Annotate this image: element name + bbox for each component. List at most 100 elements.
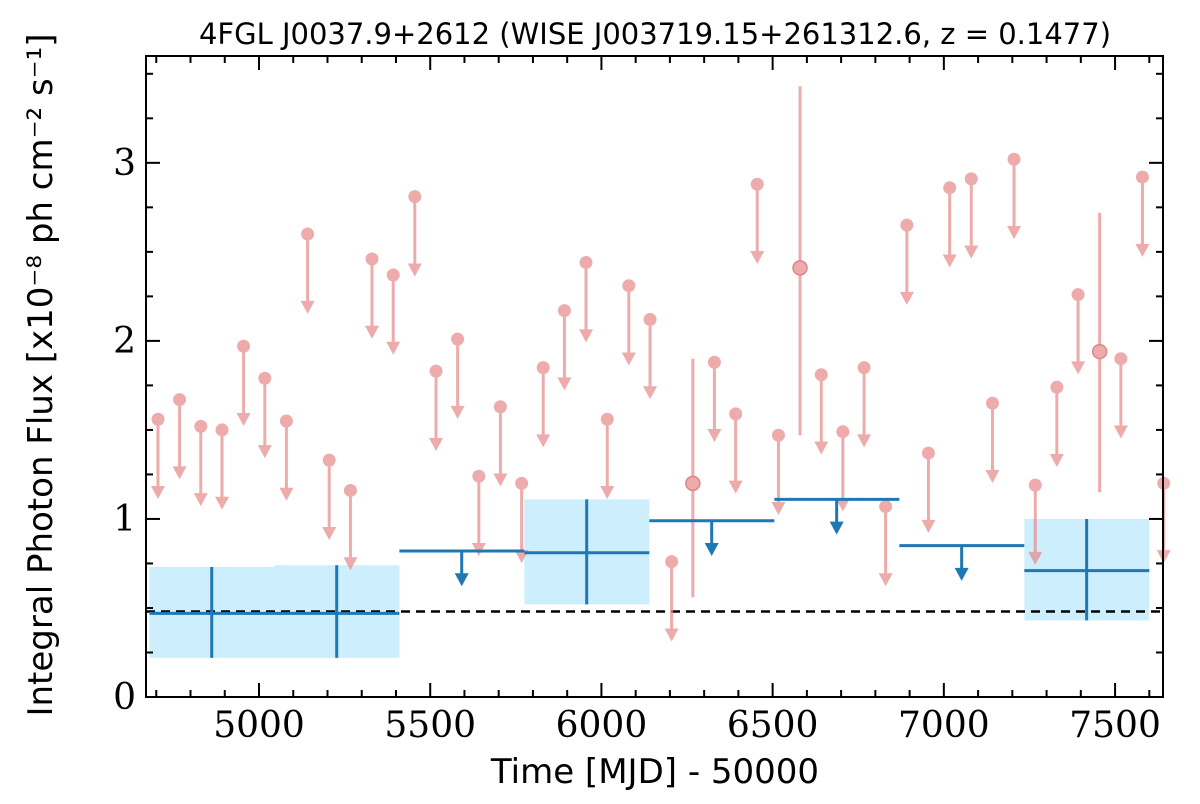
upper-limit-arrow-head xyxy=(600,486,615,500)
short-bin-upper-limit xyxy=(985,396,1000,483)
x-tick-label: 7500 xyxy=(1069,705,1161,746)
short-bin-detection xyxy=(1091,212,1108,493)
short-bin-upper-limit xyxy=(215,423,230,510)
short-bin-marker xyxy=(879,499,893,513)
long-bin-upper-limit-head xyxy=(704,542,719,556)
short-bin-upper-limit xyxy=(150,412,165,500)
short-bin-marker xyxy=(301,227,315,241)
y-tick-label: 3 xyxy=(113,143,136,184)
short-bin-marker xyxy=(279,414,293,428)
short-bin-upper-limit xyxy=(664,555,679,642)
short-bin-marker xyxy=(665,555,679,569)
upper-limit-arrow-head xyxy=(1071,361,1086,375)
upper-limit-arrow-head xyxy=(172,466,187,480)
long-bin-upper-limit-head xyxy=(454,573,469,587)
short-bin-upper-limit xyxy=(471,469,486,556)
short-bin-upper-limit xyxy=(1028,478,1043,565)
long-bin-bands xyxy=(149,499,1150,658)
short-bin-marker xyxy=(836,425,850,439)
upper-limit-arrow-head xyxy=(1113,425,1128,439)
short-bin-marker xyxy=(237,339,251,353)
short-bin-detection-marker xyxy=(685,475,701,492)
upper-limit-arrow-head xyxy=(750,250,765,264)
short-bin-marker xyxy=(1135,170,1149,184)
short-bin-upper-limit xyxy=(771,428,786,516)
short-bin-marker xyxy=(386,268,400,282)
upper-limit-arrow-head xyxy=(257,445,272,459)
upper-limit-arrow-head xyxy=(814,441,829,455)
short-bin-marker xyxy=(857,361,871,375)
upper-limit-arrow-head xyxy=(450,405,465,419)
short-bin-upper-limit xyxy=(386,268,401,355)
upper-limit-arrow-head xyxy=(386,341,401,355)
upper-limit-arrow-head xyxy=(150,486,165,500)
y-tick-label: 2 xyxy=(113,321,136,362)
upper-limit-arrow-head xyxy=(193,493,208,507)
short-bin-upper-limit xyxy=(728,407,743,494)
upper-limit-arrow-head xyxy=(664,628,679,642)
short-bin-marker xyxy=(1007,152,1021,166)
short-bin-upper-limit xyxy=(750,177,765,264)
upper-limit-arrow-head xyxy=(407,263,422,277)
short-bin-upper-limit xyxy=(300,227,315,314)
chart-title: 4FGL J0037.9+2612 (WISE J003719.15+26131… xyxy=(199,17,1111,51)
long-bin-upper-limit-head xyxy=(954,567,969,581)
upper-limit-arrow-head xyxy=(1028,551,1043,565)
long-bin-upper-limit-head xyxy=(829,521,844,535)
short-bin-upper-limit xyxy=(1071,288,1086,375)
plot-frame xyxy=(145,55,1164,698)
short-bin-marker xyxy=(600,412,614,426)
upper-limit-arrow-head xyxy=(429,437,444,451)
short-bin-marker xyxy=(493,400,507,414)
short-bin-marker xyxy=(1114,352,1128,366)
short-bin-upper-limit xyxy=(899,218,914,305)
short-bin-marker xyxy=(322,453,336,467)
upper-limit-arrow-head xyxy=(536,434,551,448)
upper-limit-arrow-head xyxy=(343,557,358,571)
upper-limit-arrow-head xyxy=(857,434,872,448)
short-bin-detection-marker xyxy=(1091,343,1108,360)
short-bin-marker xyxy=(707,355,721,369)
tick-marks xyxy=(146,56,1163,698)
upper-limit-arrow-head xyxy=(707,429,722,443)
short-bin-upper-limit xyxy=(942,181,957,268)
x-axis-label: Time [MJD] - 50000 xyxy=(490,752,819,792)
short-bin-upper-limit xyxy=(857,361,872,448)
short-bin-marker xyxy=(215,423,229,437)
short-bin-series xyxy=(150,86,1171,642)
short-bin-upper-limit xyxy=(579,256,594,343)
short-bin-marker xyxy=(750,177,764,191)
short-bin-marker xyxy=(729,407,743,421)
short-bin-upper-limit xyxy=(878,499,893,587)
short-bin-marker xyxy=(472,469,486,483)
short-bin-upper-limit xyxy=(493,400,508,487)
short-bin-marker xyxy=(343,483,357,497)
short-bin-detection-marker xyxy=(792,260,808,276)
short-bin-upper-limit xyxy=(279,414,294,501)
short-bin-upper-limit xyxy=(621,279,636,366)
short-bin-upper-limit xyxy=(921,446,936,533)
short-bin-upper-limit xyxy=(643,313,658,400)
upper-limit-arrow-head xyxy=(1007,226,1022,240)
short-bin-marker xyxy=(429,364,443,378)
short-bin-detection xyxy=(685,358,701,598)
upper-limit-arrow-head xyxy=(964,245,979,259)
short-bin-upper-limit xyxy=(1007,152,1022,240)
upper-limit-arrow-head xyxy=(1049,453,1064,467)
short-bin-upper-limit xyxy=(407,190,422,277)
short-bin-marker xyxy=(1050,380,1064,394)
upper-limit-arrow-head xyxy=(300,300,315,314)
long-bin-series xyxy=(149,497,1150,658)
upper-limit-arrow-head xyxy=(322,526,337,540)
short-bin-marker xyxy=(1028,478,1042,492)
short-bin-marker xyxy=(643,313,657,327)
upper-limit-arrow-head xyxy=(621,352,636,366)
short-bin-upper-limit xyxy=(193,419,208,507)
upper-limit-arrow-head xyxy=(215,496,230,510)
x-tick-label: 7000 xyxy=(898,705,990,746)
x-tick-label: 6500 xyxy=(727,705,819,746)
short-bin-upper-limit xyxy=(450,332,465,419)
short-bin-marker xyxy=(900,218,914,232)
